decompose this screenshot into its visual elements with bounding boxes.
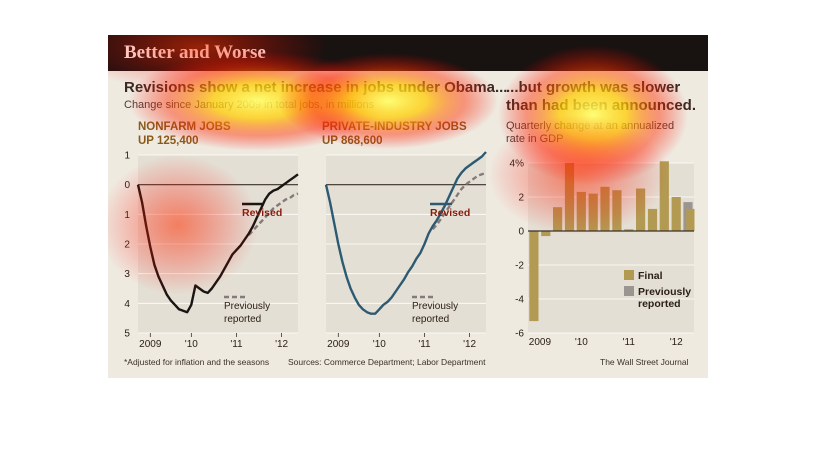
right-subtitle-1: Quarterly change at an annualized bbox=[506, 120, 675, 132]
private-jobs-chart: 2009 '10 '11 '12 Revised Previously reported bbox=[324, 151, 487, 349]
legend-previous-label-2: reported bbox=[638, 298, 681, 310]
bar-final bbox=[612, 190, 622, 231]
right-headline-1: ...but growth was slower bbox=[506, 79, 681, 96]
x-tick-label: '12 bbox=[670, 337, 683, 348]
footnote: *Adjusted for inflation and the seasons bbox=[124, 357, 270, 367]
bar-final bbox=[541, 231, 551, 237]
x-tick-label: '11 bbox=[230, 339, 243, 349]
legend-revised-label: Revised bbox=[242, 207, 282, 219]
x-tick-label: 2009 bbox=[327, 339, 350, 349]
bar-final bbox=[659, 161, 669, 231]
y-tick-label: -5 bbox=[124, 329, 130, 340]
legend-previous-label-2: reported bbox=[412, 314, 449, 325]
x-tick-label: '10 bbox=[185, 339, 198, 349]
private-subtitle: UP 868,600 bbox=[322, 135, 383, 147]
private-title: PRIVATE-INDUSTRY JOBS bbox=[322, 121, 467, 133]
x-tick-label: 2009 bbox=[139, 339, 162, 349]
x-tick-label: '12 bbox=[275, 339, 288, 349]
y-tick-label: 0 bbox=[124, 180, 130, 191]
x-tick-label: '10 bbox=[575, 337, 588, 348]
y-tick-label: 1 bbox=[124, 151, 130, 162]
bar-final bbox=[576, 191, 586, 231]
y-tick-label: -3 bbox=[124, 269, 130, 280]
bar-final-latest bbox=[686, 208, 695, 231]
x-tick-label: '11 bbox=[623, 337, 636, 348]
right-headline-2: than had been announced. bbox=[506, 97, 697, 114]
y-tick-label: -6 bbox=[515, 329, 524, 340]
legend-previous-label-1: Previously bbox=[412, 301, 458, 312]
legend-final-label: Final bbox=[638, 270, 663, 282]
x-tick-label: 2009 bbox=[529, 337, 552, 348]
y-tick-label: 4% bbox=[510, 159, 525, 170]
bar-final bbox=[600, 186, 610, 231]
y-tick-label: -2 bbox=[124, 240, 130, 251]
y-tick-label: -4 bbox=[515, 295, 524, 306]
x-tick-label: '12 bbox=[463, 339, 476, 349]
nonfarm-jobs-chart: -5 -4 -3 -2 -1 0 1 2009 '10 '11 '12 Revised Previous… bbox=[124, 151, 299, 349]
left-headline: Revisions show a net increase in jobs un… bbox=[124, 79, 508, 96]
bar-final bbox=[529, 231, 539, 322]
banner-title: Better and Worse bbox=[124, 42, 266, 63]
bar-final bbox=[553, 207, 563, 231]
x-tick-label: '11 bbox=[418, 339, 431, 349]
chart-figure: Better and Worse Revisions show a net in… bbox=[108, 35, 708, 378]
nonfarm-subtitle: UP 125,400 bbox=[138, 135, 199, 147]
bar-final bbox=[564, 163, 575, 231]
y-tick-label: 2 bbox=[518, 193, 524, 204]
y-tick-label: -2 bbox=[515, 261, 524, 272]
legend-final-swatch bbox=[624, 270, 634, 280]
legend-revised-label: Revised bbox=[430, 207, 470, 219]
legend-previous-label-1: Previously bbox=[224, 301, 270, 312]
legend-previous-swatch bbox=[624, 286, 634, 296]
credit: The Wall Street Journal bbox=[600, 357, 689, 367]
y-tick-label: -4 bbox=[124, 299, 130, 310]
sources: Sources: Commerce Department; Labor Depa… bbox=[288, 357, 486, 367]
legend-previous-label-2: reported bbox=[224, 314, 261, 325]
gdp-chart: 4% 2 0 -2 -4 -6 2009 '10 '11 '12 Final Previouslyre… bbox=[510, 159, 695, 348]
bar-final bbox=[671, 197, 681, 231]
bar-final bbox=[636, 188, 646, 231]
series-revised bbox=[324, 151, 487, 315]
right-subtitle-2: rate in GDP bbox=[506, 133, 564, 145]
legend-previous-label-1: Previously bbox=[638, 286, 691, 298]
y-tick-label: 0 bbox=[518, 227, 524, 238]
x-tick-label: '10 bbox=[373, 339, 386, 349]
y-tick-label: -1 bbox=[124, 210, 130, 221]
nonfarm-title: NONFARM JOBS bbox=[138, 121, 231, 133]
bar-final bbox=[647, 208, 658, 231]
left-subtitle: Change since January 2009 in total jobs,… bbox=[124, 99, 375, 111]
banner: Better and Worse bbox=[108, 35, 708, 71]
bar-final bbox=[588, 193, 598, 231]
